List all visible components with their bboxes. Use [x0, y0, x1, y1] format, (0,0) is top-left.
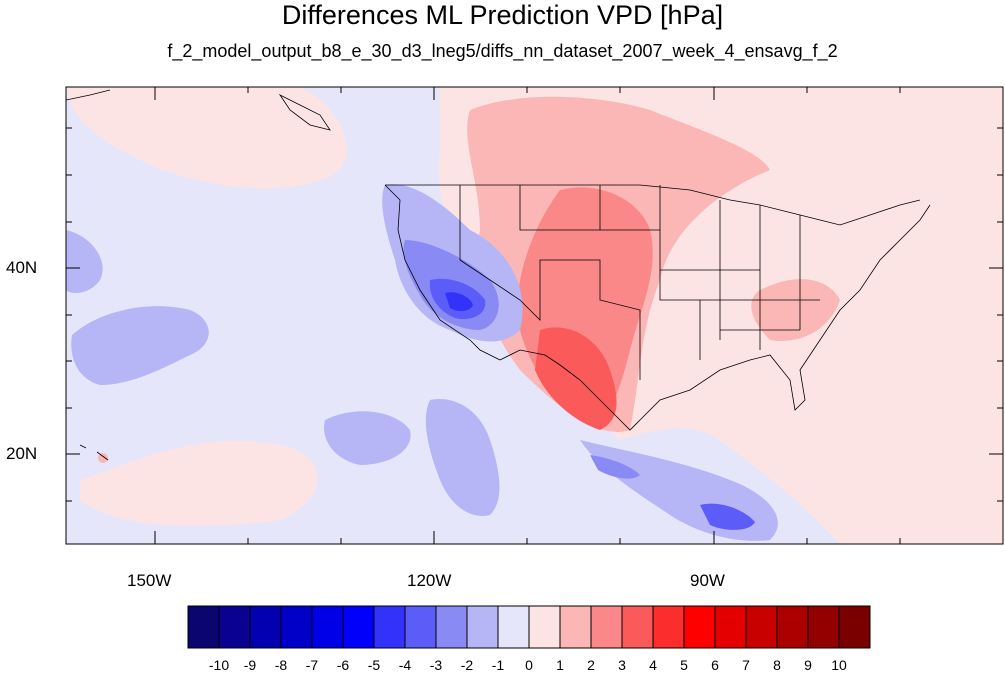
colorbar-label: 2	[587, 657, 595, 673]
colorbar-box	[590, 605, 623, 649]
region-positive-texas	[535, 327, 617, 430]
colorbar-box	[497, 605, 530, 649]
colorbar-label: 0	[525, 657, 533, 673]
region-positive-hawaii	[98, 453, 108, 463]
colorbar-box	[435, 605, 468, 649]
colorbar-box	[373, 605, 406, 649]
colorbar-box	[342, 605, 375, 649]
colorbar-label: -3	[429, 657, 443, 673]
lon-label-150w: 150W	[127, 571, 172, 590]
colorbar-box	[807, 605, 840, 649]
colorbar-label: -7	[305, 657, 319, 673]
colorbar-label: 5	[680, 657, 688, 673]
region-negative-pacific-3	[324, 411, 411, 465]
colorbar-label: -5	[367, 657, 381, 673]
colorbar-box	[404, 605, 437, 649]
colorbar-label: 9	[804, 657, 812, 673]
colorbar-box	[776, 605, 809, 649]
colorbar-box	[652, 605, 685, 649]
colorbar-box	[559, 605, 592, 649]
colorbar-box	[466, 605, 499, 649]
colorbar-box	[311, 605, 344, 649]
colorbar-box	[280, 605, 313, 649]
colorbar-box	[683, 605, 716, 649]
region-negative-central-america-strong	[700, 503, 755, 530]
colorbar-label: 4	[649, 657, 657, 673]
colorbar-label: -4	[398, 657, 412, 673]
region-positive-alaska	[66, 87, 347, 189]
region-negative-mexico-coast	[590, 455, 640, 479]
colorbar-label: -10	[208, 657, 230, 673]
colorbar-box	[218, 605, 251, 649]
colorbar-box	[621, 605, 654, 649]
colorbar-box	[838, 605, 871, 649]
axis-ticks	[66, 87, 1003, 544]
map-subtitle: f_2_model_output_b8_e_30_d3_lneg5/diffs_…	[167, 41, 838, 61]
colorbar-label: -9	[243, 657, 257, 673]
colorbar-label: 3	[618, 657, 626, 673]
colorbar-label: 1	[556, 657, 564, 673]
colorbar-label: 8	[773, 657, 781, 673]
region-negative-pacific-2	[66, 230, 103, 293]
colorbar-label: 10	[831, 657, 847, 673]
colorbar-box	[528, 605, 561, 649]
colorbar-label: -6	[336, 657, 350, 673]
region-positive-pacific	[80, 440, 318, 526]
lat-label-40n: 40N	[6, 258, 38, 277]
colorbar-box	[745, 605, 778, 649]
region-negative-west-peak	[445, 292, 473, 312]
colorbar-label: -1	[491, 657, 505, 673]
coastlines	[66, 89, 931, 461]
colorbar-box	[249, 605, 282, 649]
lon-label-120w: 120W	[407, 571, 452, 590]
colorbar-label: -8	[274, 657, 288, 673]
colorbar-label: 7	[742, 657, 750, 673]
colorbar-label: -2	[460, 657, 474, 673]
lon-label-90w: 90W	[690, 571, 725, 590]
colorbar-label: 6	[711, 657, 719, 673]
lat-label-20n: 20N	[6, 444, 38, 463]
region-positive-southeast	[751, 279, 840, 341]
region-negative-pacific-1	[71, 306, 209, 385]
map-title: Differences ML Prediction VPD [hPa]	[281, 0, 724, 30]
region-negative-pacific-4	[425, 399, 500, 516]
colorbar-box	[187, 605, 220, 649]
colorbar-box	[714, 605, 747, 649]
